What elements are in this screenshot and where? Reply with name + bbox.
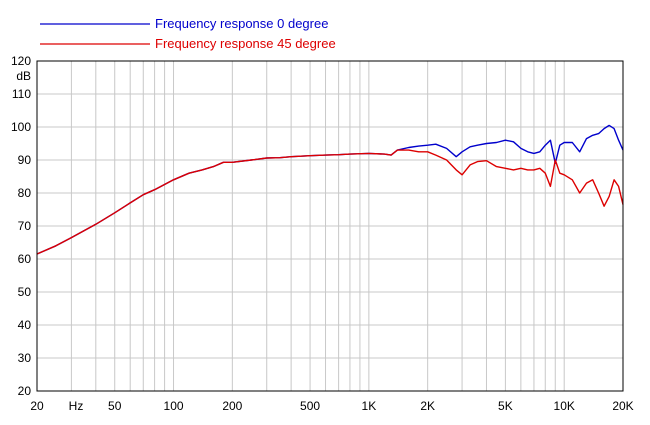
y-axis-tick-labels: 120 110 100 90 80 70 60 50 40 30 20 bbox=[11, 54, 31, 398]
x-axis-tick-labels: 20 50 100 200 500 1K 2K 5K 10K 20K bbox=[30, 399, 633, 413]
legend-label-series-0: Frequency response 0 degree bbox=[155, 16, 328, 31]
y-tick-label: 60 bbox=[18, 252, 32, 266]
x-tick-label: 2K bbox=[420, 399, 435, 413]
x-tick-label: 20K bbox=[612, 399, 633, 413]
x-tick-label: 200 bbox=[222, 399, 242, 413]
x-tick-label: 100 bbox=[164, 399, 184, 413]
x-axis-unit-label: Hz bbox=[69, 399, 84, 413]
y-tick-label: 20 bbox=[18, 384, 32, 398]
y-tick-label: 30 bbox=[18, 351, 32, 365]
legend-label-series-1: Frequency response 45 degree bbox=[155, 36, 336, 51]
x-tick-label: 20 bbox=[30, 399, 44, 413]
series-layer bbox=[36, 124, 624, 255]
y-tick-label: 80 bbox=[18, 186, 32, 200]
y-tick-label: 40 bbox=[18, 318, 32, 332]
y-tick-label: 70 bbox=[18, 219, 32, 233]
legend: Frequency response 0 degree Frequency re… bbox=[40, 16, 336, 51]
plot-border bbox=[36, 60, 624, 392]
y-tick-label: 110 bbox=[12, 87, 31, 101]
x-tick-label: 500 bbox=[300, 399, 320, 413]
x-tick-label: 5K bbox=[498, 399, 513, 413]
y-tick-label: 50 bbox=[18, 285, 32, 299]
y-tick-label: 120 bbox=[11, 54, 31, 68]
x-tick-label: 10K bbox=[554, 399, 575, 413]
y-axis-unit-label: dB bbox=[16, 69, 31, 83]
x-tick-label: 1K bbox=[362, 399, 377, 413]
y-tick-label: 90 bbox=[18, 153, 32, 167]
y-tick-label: 100 bbox=[11, 120, 31, 134]
series-line-1 bbox=[36, 149, 624, 255]
y-grid-lines bbox=[37, 93, 623, 359]
x-tick-label: 50 bbox=[108, 399, 122, 413]
